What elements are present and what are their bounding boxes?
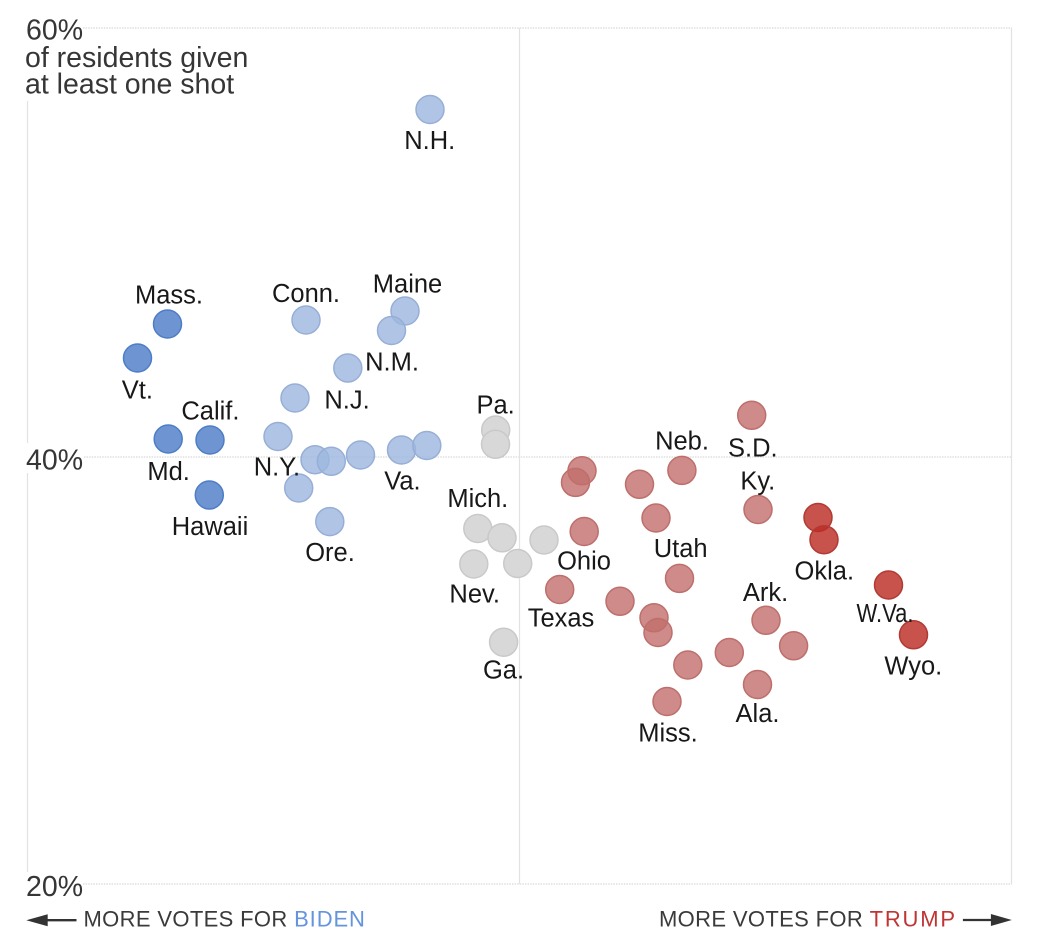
svg-text:Pa.: Pa. <box>476 392 514 420</box>
svg-text:MORE VOTES FOR BIDEN: MORE VOTES FOR BIDEN <box>84 907 366 932</box>
svg-text:N.H.: N.H. <box>404 127 455 155</box>
svg-text:Okla.: Okla. <box>795 558 855 586</box>
svg-text:MORE VOTES FOR TRUMP: MORE VOTES FOR TRUMP <box>659 907 957 932</box>
svg-text:Ga.: Ga. <box>483 657 524 685</box>
svg-text:Miss.: Miss. <box>638 720 698 748</box>
svg-text:Nev.: Nev. <box>449 581 500 609</box>
svg-text:Md.: Md. <box>147 458 190 486</box>
svg-text:40%: 40% <box>26 445 83 477</box>
svg-text:Wyo.: Wyo. <box>884 653 942 681</box>
svg-text:Vt.: Vt. <box>122 377 153 405</box>
svg-text:W.Va.: W.Va. <box>857 600 914 628</box>
svg-text:at least one shot: at least one shot <box>25 69 234 101</box>
svg-text:20%: 20% <box>26 871 83 903</box>
svg-text:Ark.: Ark. <box>743 579 788 607</box>
svg-text:Calif.: Calif. <box>181 398 239 426</box>
svg-text:Va.: Va. <box>384 468 420 496</box>
svg-text:Ore.: Ore. <box>305 539 355 567</box>
svg-text:Texas: Texas <box>528 605 595 633</box>
svg-text:N.Y.: N.Y. <box>254 454 300 482</box>
svg-text:Utah: Utah <box>654 535 708 563</box>
svg-text:Ky.: Ky. <box>740 468 775 496</box>
svg-text:Ala.: Ala. <box>736 700 780 728</box>
svg-text:60%: 60% <box>26 15 83 47</box>
svg-text:N.M.: N.M. <box>365 349 419 377</box>
svg-text:Conn.: Conn. <box>272 280 340 308</box>
svg-text:S.D.: S.D. <box>728 435 778 463</box>
svg-text:N.J.: N.J. <box>324 387 369 415</box>
svg-text:Hawaii: Hawaii <box>172 513 249 541</box>
svg-text:Mass.: Mass. <box>135 282 203 310</box>
svg-text:Maine: Maine <box>373 271 442 299</box>
svg-text:Neb.: Neb. <box>655 428 709 456</box>
svg-text:of residents given: of residents given <box>25 42 248 74</box>
svg-text:Ohio: Ohio <box>557 548 611 576</box>
svg-text:Mich.: Mich. <box>447 485 508 513</box>
